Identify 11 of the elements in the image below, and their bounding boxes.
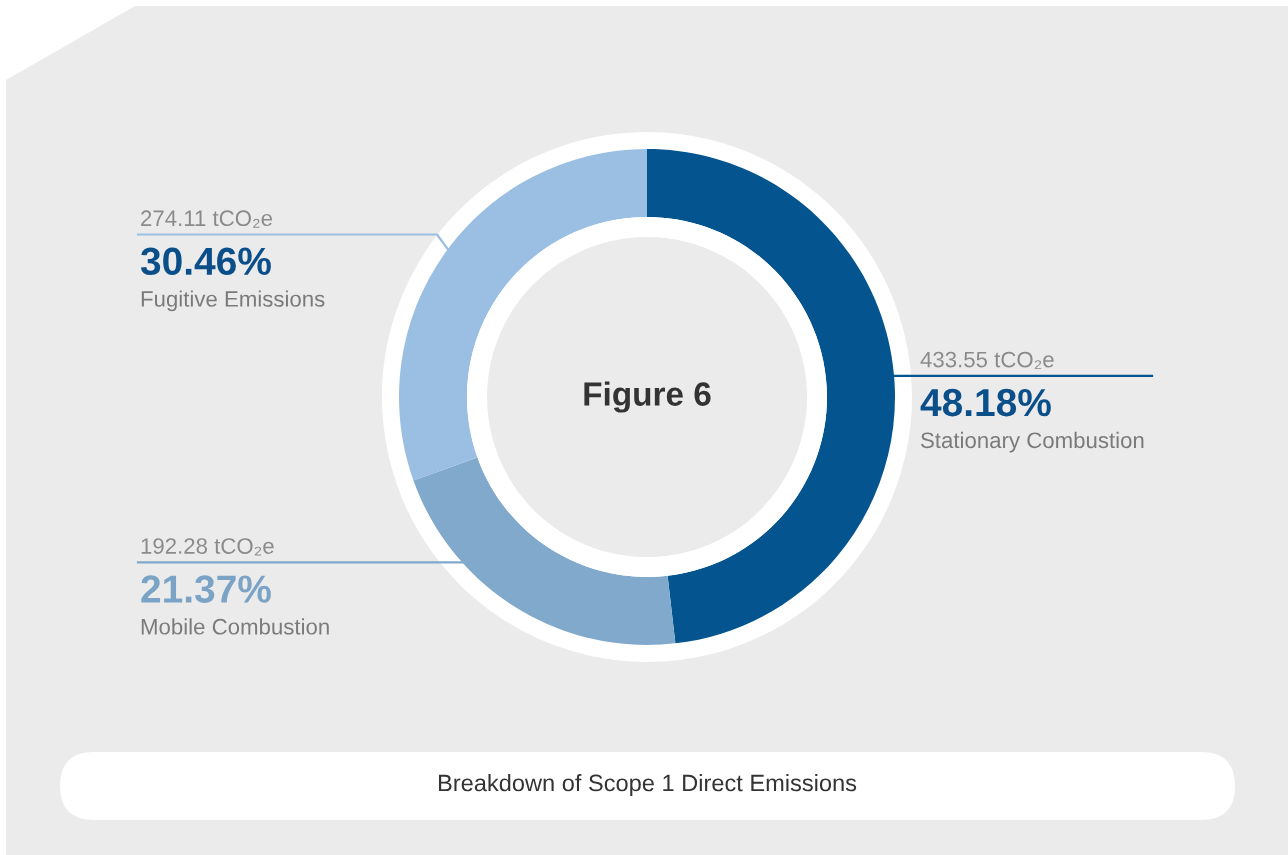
- text: Figure 6: [584, 381, 711, 413]
- text: 274.11 tCO₂e: [141, 210, 273, 228]
- data-label: 48.18%: [920, 388, 1051, 417]
- slice-label: Stationary Combustion: [921, 431, 1144, 453]
- slice-label: Mobile Combustion: [141, 618, 329, 635]
- slice-label: Fugitive Emissions: [141, 290, 325, 312]
- data-label: 21.37%: [141, 575, 271, 603]
- text: Breakdown of Scope 1 Direct Emissions: [438, 773, 857, 797]
- text: 433.55 tCO₂e: [920, 351, 1054, 370]
- text: 192.28 tCO₂e: [141, 538, 274, 556]
- data-label: 30.46%: [140, 247, 271, 276]
